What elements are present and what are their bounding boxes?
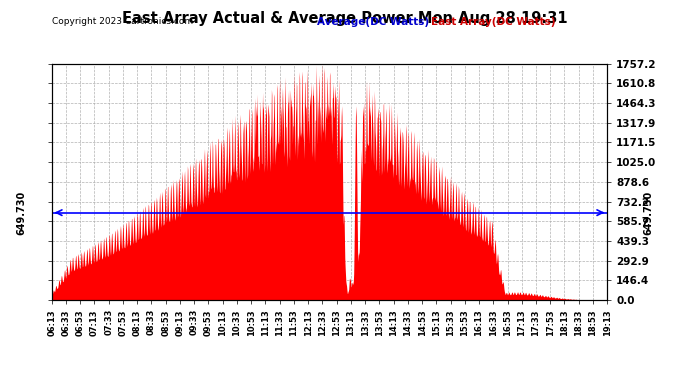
Text: 649.730: 649.730 [644,190,654,235]
Text: East Array Actual & Average Power Mon Aug 28 19:31: East Array Actual & Average Power Mon Au… [122,11,568,26]
Text: East Array(DC Watts): East Array(DC Watts) [431,17,555,27]
Text: Copyright 2023 Cartronics.com: Copyright 2023 Cartronics.com [52,17,193,26]
Text: Average(DC Watts): Average(DC Watts) [317,17,429,27]
Text: 649.730: 649.730 [16,190,26,235]
